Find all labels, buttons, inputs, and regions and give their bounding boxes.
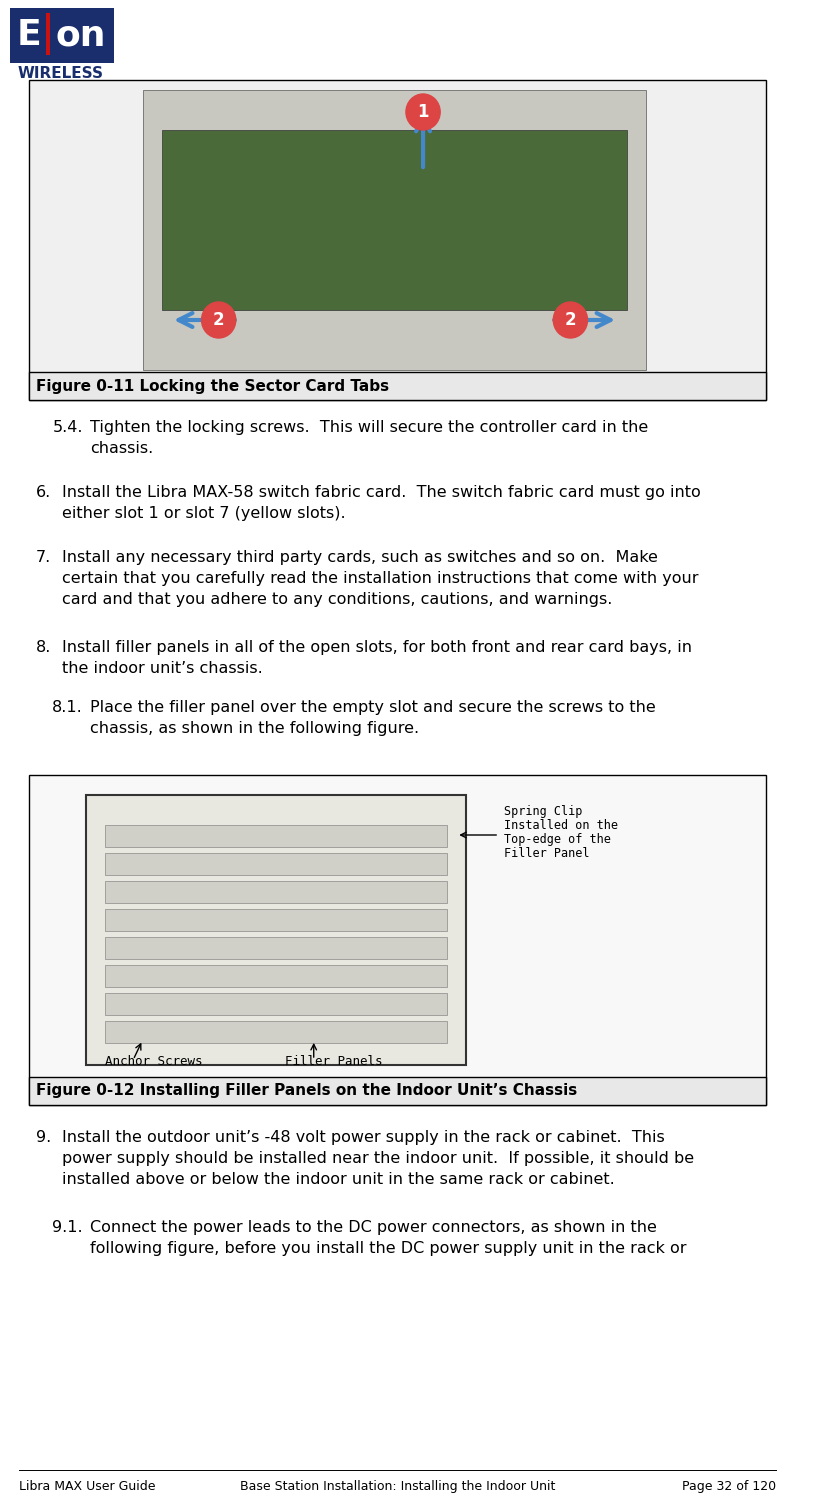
Text: 1: 1: [417, 104, 429, 122]
Text: the indoor unit’s chassis.: the indoor unit’s chassis.: [62, 662, 263, 676]
Text: E: E: [17, 18, 42, 53]
Text: Figure 0-11 Locking the Sector Card Tabs: Figure 0-11 Locking the Sector Card Tabs: [36, 378, 390, 393]
Circle shape: [553, 302, 588, 338]
Text: either slot 1 or slot 7 (yellow slots).: either slot 1 or slot 7 (yellow slots).: [62, 506, 345, 520]
FancyBboxPatch shape: [9, 8, 114, 63]
Text: certain that you carefully read the installation instructions that come with you: certain that you carefully read the inst…: [62, 572, 698, 586]
FancyBboxPatch shape: [104, 964, 446, 987]
FancyBboxPatch shape: [28, 1077, 767, 1106]
Text: Anchor Screws: Anchor Screws: [104, 1054, 202, 1068]
FancyBboxPatch shape: [28, 776, 767, 1106]
Text: Install the outdoor unit’s -48 volt power supply in the rack or cabinet.  This: Install the outdoor unit’s -48 volt powe…: [62, 1130, 665, 1144]
Text: Installed on the: Installed on the: [504, 819, 618, 833]
FancyBboxPatch shape: [161, 130, 628, 310]
Text: power supply should be installed near the indoor unit.  If possible, it should b: power supply should be installed near th…: [62, 1150, 694, 1166]
Text: Install any necessary third party cards, such as switches and so on.  Make: Install any necessary third party cards,…: [62, 550, 658, 566]
Text: Filler Panel: Filler Panel: [504, 847, 589, 859]
Text: Install the Libra MAX-58 switch fabric card.  The switch fabric card must go int: Install the Libra MAX-58 switch fabric c…: [62, 484, 701, 500]
Text: chassis, as shown in the following figure.: chassis, as shown in the following figur…: [90, 722, 420, 736]
Text: Libra MAX User Guide: Libra MAX User Guide: [19, 1480, 155, 1492]
Text: installed above or below the indoor unit in the same rack or cabinet.: installed above or below the indoor unit…: [62, 1172, 614, 1186]
FancyBboxPatch shape: [28, 372, 767, 400]
Text: Base Station Installation: Installing the Indoor Unit: Base Station Installation: Installing th…: [240, 1480, 555, 1492]
Text: 8.: 8.: [36, 640, 52, 656]
Text: Spring Clip: Spring Clip: [504, 806, 582, 818]
FancyBboxPatch shape: [104, 825, 446, 848]
Bar: [46, 13, 50, 55]
Text: Top-edge of the: Top-edge of the: [504, 833, 611, 846]
FancyBboxPatch shape: [104, 938, 446, 958]
FancyBboxPatch shape: [104, 853, 446, 874]
Text: WIRELESS: WIRELESS: [17, 66, 103, 81]
Text: Connect the power leads to the DC power connectors, as shown in the: Connect the power leads to the DC power …: [90, 1220, 657, 1234]
FancyBboxPatch shape: [104, 909, 446, 932]
Text: 9.: 9.: [36, 1130, 51, 1144]
FancyBboxPatch shape: [85, 795, 466, 1065]
Text: Figure 0-12 Installing Filler Panels on the Indoor Unit’s Chassis: Figure 0-12 Installing Filler Panels on …: [36, 1083, 578, 1098]
Text: 7.: 7.: [36, 550, 51, 566]
Text: 5.4.: 5.4.: [53, 420, 83, 435]
FancyBboxPatch shape: [104, 993, 446, 1016]
Circle shape: [406, 94, 441, 130]
Text: 2: 2: [213, 310, 225, 328]
Circle shape: [201, 302, 236, 338]
FancyBboxPatch shape: [28, 80, 767, 401]
Text: Page 32 of 120: Page 32 of 120: [681, 1480, 776, 1492]
FancyBboxPatch shape: [104, 1022, 446, 1042]
Text: 6.: 6.: [36, 484, 51, 500]
Text: 2: 2: [564, 310, 576, 328]
Text: Filler Panels: Filler Panels: [285, 1054, 383, 1068]
Text: card and that you adhere to any conditions, cautions, and warnings.: card and that you adhere to any conditio…: [62, 592, 612, 608]
Text: following figure, before you install the DC power supply unit in the rack or: following figure, before you install the…: [90, 1240, 687, 1256]
FancyBboxPatch shape: [104, 880, 446, 903]
Text: 8.1.: 8.1.: [53, 700, 83, 715]
Text: on: on: [55, 18, 105, 53]
Text: Place the filler panel over the empty slot and secure the screws to the: Place the filler panel over the empty sl…: [90, 700, 656, 715]
FancyBboxPatch shape: [143, 90, 646, 370]
Text: Install filler panels in all of the open slots, for both front and rear card bay: Install filler panels in all of the open…: [62, 640, 692, 656]
Text: chassis.: chassis.: [90, 441, 154, 456]
Text: Tighten the locking screws.  This will secure the controller card in the: Tighten the locking screws. This will se…: [90, 420, 649, 435]
Text: 9.1.: 9.1.: [53, 1220, 83, 1234]
